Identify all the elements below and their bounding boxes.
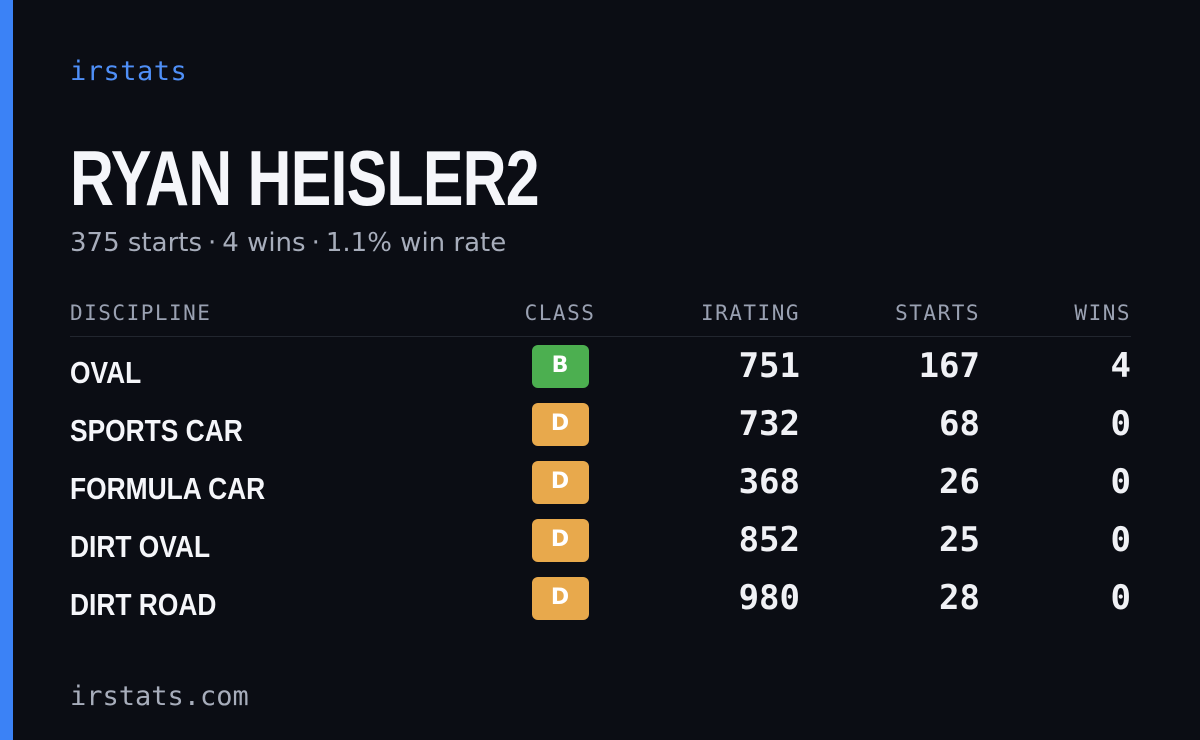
starts-cell: 26	[939, 462, 980, 502]
discipline-cell: OVAL	[70, 337, 510, 396]
class-badge: D	[531, 460, 589, 504]
class-cell: D	[510, 453, 610, 511]
discipline-name: DIRT OVAL	[70, 529, 211, 564]
discipline-cell: DIRT OVAL	[70, 511, 510, 569]
irating-cell: 732	[738, 404, 800, 444]
header-irating: IRATING	[610, 296, 800, 337]
brand-logo-text: irstats	[70, 56, 188, 87]
irating-cell: 751	[738, 346, 800, 386]
header-discipline: DISCIPLINE	[70, 296, 510, 337]
starts-summary: 375 starts	[70, 228, 202, 258]
table-row: OVAL B 751 167 4	[70, 337, 1131, 396]
summary-separator: ·	[311, 228, 320, 258]
discipline-name: FORMULA CAR	[70, 471, 266, 506]
discipline-name: OVAL	[70, 355, 142, 390]
class-cell: D	[510, 395, 610, 453]
driver-name: RYAN HEISLER2	[70, 134, 540, 222]
win-rate-summary: 1.1% win rate	[325, 228, 507, 258]
summary-separator: ·	[208, 228, 217, 258]
wins-cell: 0	[1110, 404, 1131, 444]
class-cell: D	[510, 511, 610, 569]
class-cell: D	[510, 569, 610, 627]
discipline-stats-table: DISCIPLINE CLASS IRATING STARTS WINS OVA…	[70, 296, 1131, 627]
header-wins: WINS	[980, 296, 1131, 337]
starts-cell: 28	[939, 578, 980, 618]
wins-cell: 0	[1110, 578, 1131, 618]
starts-cell: 167	[918, 346, 980, 386]
discipline-cell: FORMULA CAR	[70, 453, 510, 511]
irating-cell: 852	[738, 520, 800, 560]
accent-bar	[0, 0, 13, 740]
irating-cell: 368	[738, 462, 800, 502]
wins-cell: 0	[1110, 520, 1131, 560]
starts-cell: 25	[939, 520, 980, 560]
table-row: FORMULA CAR D 368 26 0	[70, 453, 1131, 511]
discipline-name: DIRT ROAD	[70, 587, 217, 622]
header-starts: STARTS	[800, 296, 980, 337]
table-row: SPORTS CAR D 732 68 0	[70, 395, 1131, 453]
wins-cell: 0	[1110, 462, 1131, 502]
wins-cell: 4	[1110, 346, 1131, 386]
wins-summary: 4 wins	[222, 228, 306, 258]
class-cell: B	[510, 337, 610, 396]
table-row: DIRT OVAL D 852 25 0	[70, 511, 1131, 569]
header-class: CLASS	[510, 296, 610, 337]
starts-cell: 68	[939, 404, 980, 444]
irating-cell: 980	[738, 578, 800, 618]
table-row: DIRT ROAD D 980 28 0	[70, 569, 1131, 627]
discipline-cell: DIRT ROAD	[70, 569, 510, 627]
discipline-name: SPORTS CAR	[70, 413, 243, 448]
class-badge: D	[531, 402, 589, 446]
class-badge: B	[531, 344, 589, 388]
driver-summary: 375 starts · 4 wins · 1.1% win rate	[70, 228, 506, 258]
discipline-cell: SPORTS CAR	[70, 395, 510, 453]
table-header-row: DISCIPLINE CLASS IRATING STARTS WINS	[70, 296, 1131, 337]
class-badge: D	[531, 518, 589, 562]
footer-domain[interactable]: irstats.com	[70, 681, 249, 712]
class-badge: D	[531, 576, 589, 620]
